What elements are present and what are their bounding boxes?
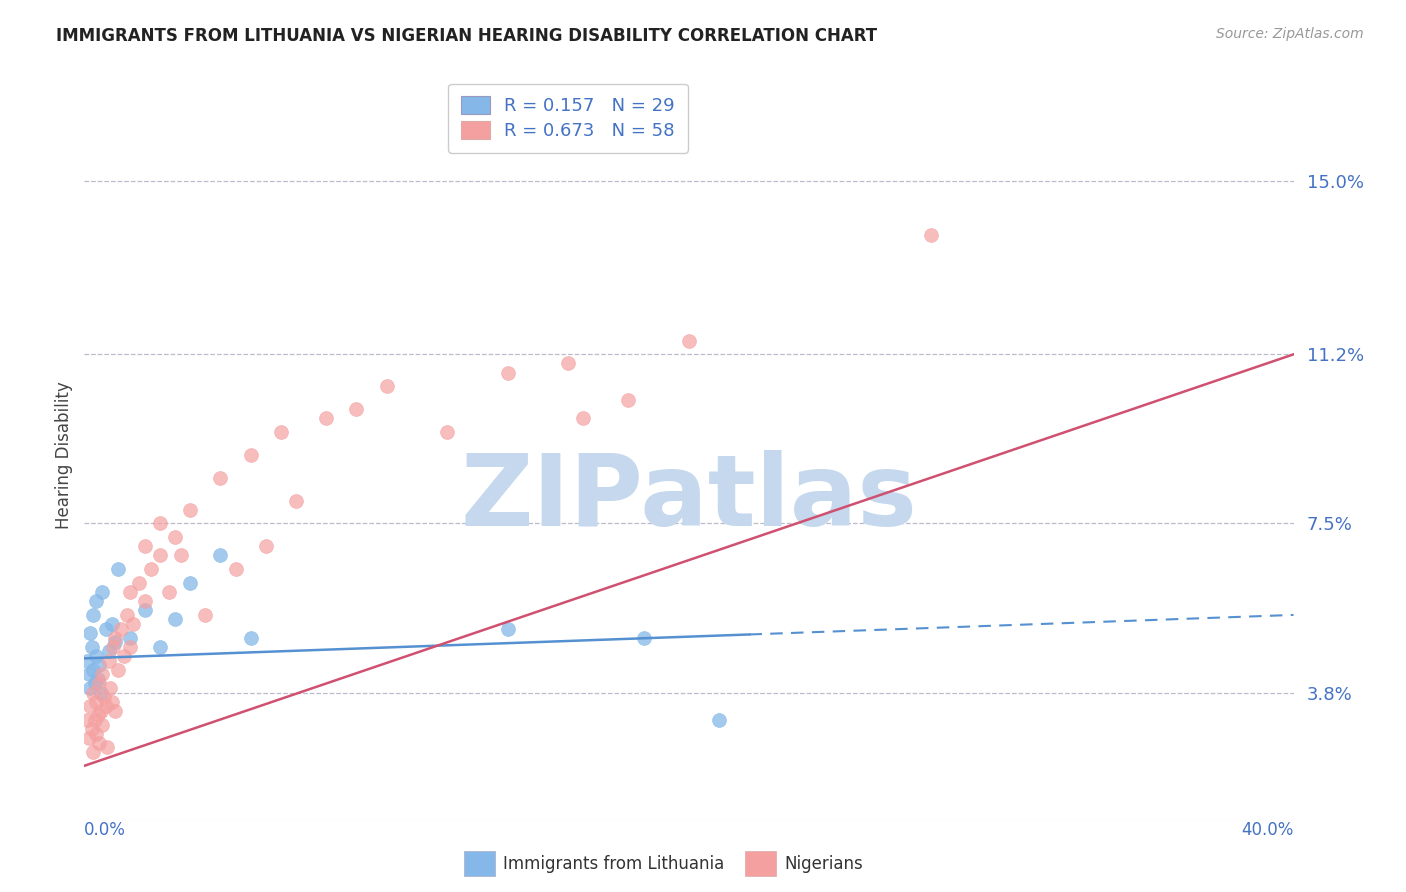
Point — [90, 704, 112, 718]
Point — [118, 640, 141, 654]
Point — [496, 366, 519, 380]
Point — [80, 640, 103, 654]
Point — [149, 549, 172, 563]
Point — [91, 667, 114, 681]
Point — [179, 503, 201, 517]
Point — [82, 745, 104, 759]
Y-axis label: Hearing Disability: Hearing Disability — [55, 381, 73, 529]
Point — [128, 576, 150, 591]
Point — [678, 334, 700, 348]
Point — [100, 695, 122, 709]
Point — [633, 631, 655, 645]
Point — [91, 717, 114, 731]
Point — [315, 411, 337, 425]
Point — [436, 425, 458, 439]
Point — [76, 654, 98, 668]
Point — [170, 549, 193, 563]
Point — [157, 585, 180, 599]
Point — [104, 704, 127, 718]
Text: Immigrants from Lithuania: Immigrants from Lithuania — [503, 855, 724, 873]
Point — [110, 622, 132, 636]
Point — [89, 676, 111, 690]
Point — [179, 576, 201, 591]
Point — [82, 686, 104, 700]
Point — [115, 607, 138, 622]
Point — [194, 607, 217, 622]
Point — [239, 631, 262, 645]
Point — [617, 392, 640, 407]
Point — [496, 622, 519, 636]
Point — [557, 356, 579, 371]
Point — [97, 654, 120, 668]
Point — [100, 617, 122, 632]
Point — [149, 516, 172, 531]
Point — [225, 562, 247, 576]
Point — [93, 690, 115, 705]
Point — [86, 727, 108, 741]
Point — [104, 635, 127, 649]
Point — [86, 649, 108, 664]
Point — [82, 663, 104, 677]
Point — [134, 594, 156, 608]
Point — [920, 228, 942, 243]
Point — [209, 549, 232, 563]
FancyBboxPatch shape — [745, 851, 776, 876]
Point — [79, 681, 101, 695]
Legend: R = 0.157   N = 29, R = 0.673   N = 58: R = 0.157 N = 29, R = 0.673 N = 58 — [449, 84, 688, 153]
Point — [96, 740, 118, 755]
Point — [709, 713, 731, 727]
Point — [94, 622, 117, 636]
Point — [270, 425, 292, 439]
Point — [79, 626, 101, 640]
Point — [239, 448, 262, 462]
Point — [209, 471, 232, 485]
Point — [86, 695, 108, 709]
Point — [285, 493, 308, 508]
Text: 40.0%: 40.0% — [1241, 821, 1294, 838]
Text: 0.0%: 0.0% — [84, 821, 127, 838]
Point — [76, 713, 98, 727]
Point — [84, 676, 107, 690]
Point — [112, 649, 135, 664]
Point — [165, 612, 187, 626]
Point — [121, 617, 143, 632]
Point — [91, 585, 114, 599]
Point — [118, 585, 141, 599]
Point — [77, 731, 100, 746]
Point — [149, 640, 172, 654]
Point — [86, 594, 108, 608]
Point — [79, 699, 101, 714]
Point — [90, 686, 112, 700]
Point — [77, 667, 100, 681]
Point — [97, 644, 120, 658]
Point — [134, 539, 156, 553]
Point — [254, 539, 277, 553]
Point — [134, 603, 156, 617]
Point — [107, 663, 129, 677]
Text: Nigerians: Nigerians — [785, 855, 863, 873]
Point — [165, 530, 187, 544]
Text: ZIPatlas: ZIPatlas — [461, 450, 917, 548]
Point — [94, 699, 117, 714]
Point — [346, 402, 368, 417]
Point — [375, 379, 398, 393]
Point — [80, 723, 103, 737]
Point — [572, 411, 595, 425]
Point — [101, 640, 124, 654]
Point — [89, 658, 111, 673]
Point — [82, 607, 104, 622]
Point — [118, 631, 141, 645]
Point — [84, 713, 107, 727]
Point — [98, 681, 121, 695]
Point — [107, 562, 129, 576]
Point — [139, 562, 162, 576]
Point — [104, 631, 127, 645]
Point — [89, 736, 111, 750]
Point — [87, 672, 110, 686]
Text: Source: ZipAtlas.com: Source: ZipAtlas.com — [1216, 27, 1364, 41]
Text: IMMIGRANTS FROM LITHUANIA VS NIGERIAN HEARING DISABILITY CORRELATION CHART: IMMIGRANTS FROM LITHUANIA VS NIGERIAN HE… — [56, 27, 877, 45]
FancyBboxPatch shape — [464, 851, 495, 876]
Point — [87, 708, 110, 723]
